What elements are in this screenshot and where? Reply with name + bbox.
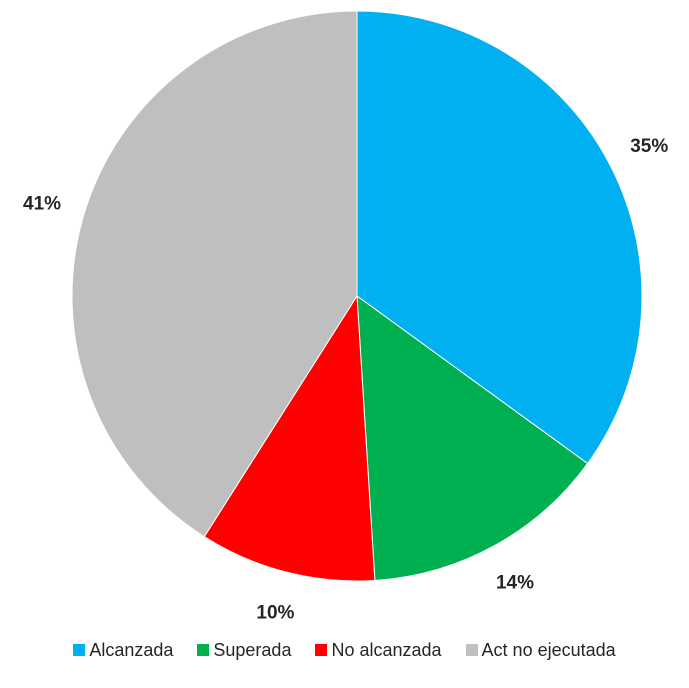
legend-item-no-alcanzada: No alcanzada (315, 639, 442, 661)
legend-label-no-alcanzada: No alcanzada (331, 639, 442, 660)
legend-label-act-no-ejecutada: Act no ejecutada (481, 639, 616, 660)
legend-item-act-no-ejecutada: Act no ejecutada (465, 639, 616, 661)
pie-slice-no-alcanzada (203, 294, 376, 582)
legend-item-superada: Superada (197, 640, 291, 661)
pie-slice-superada (356, 294, 589, 581)
legend-label-superada: Superada (213, 639, 292, 660)
pie-slice-alcanzada (356, 10, 643, 465)
data-label-alcanzada: 35% (630, 136, 668, 157)
legend-label-alcanzada: Alcanzada (89, 639, 174, 660)
legend: Alcanzada Superada No alcanzada Act no e… (0, 635, 689, 665)
legend-item-alcanzada: Alcanzada (73, 640, 173, 661)
pie-slice-act-no-ejecutada (71, 10, 358, 538)
legend-swatch-no-alcanzada (315, 644, 328, 656)
legend-swatch-alcanzada (73, 644, 86, 656)
data-label-superada: 14% (496, 572, 534, 593)
data-label-no-alcanzada: 10% (256, 603, 294, 624)
legend-swatch-superada (197, 644, 210, 656)
legend-swatch-act-no-ejecutada (465, 644, 478, 656)
data-label-act-no-ejecutada: 41% (23, 194, 61, 215)
